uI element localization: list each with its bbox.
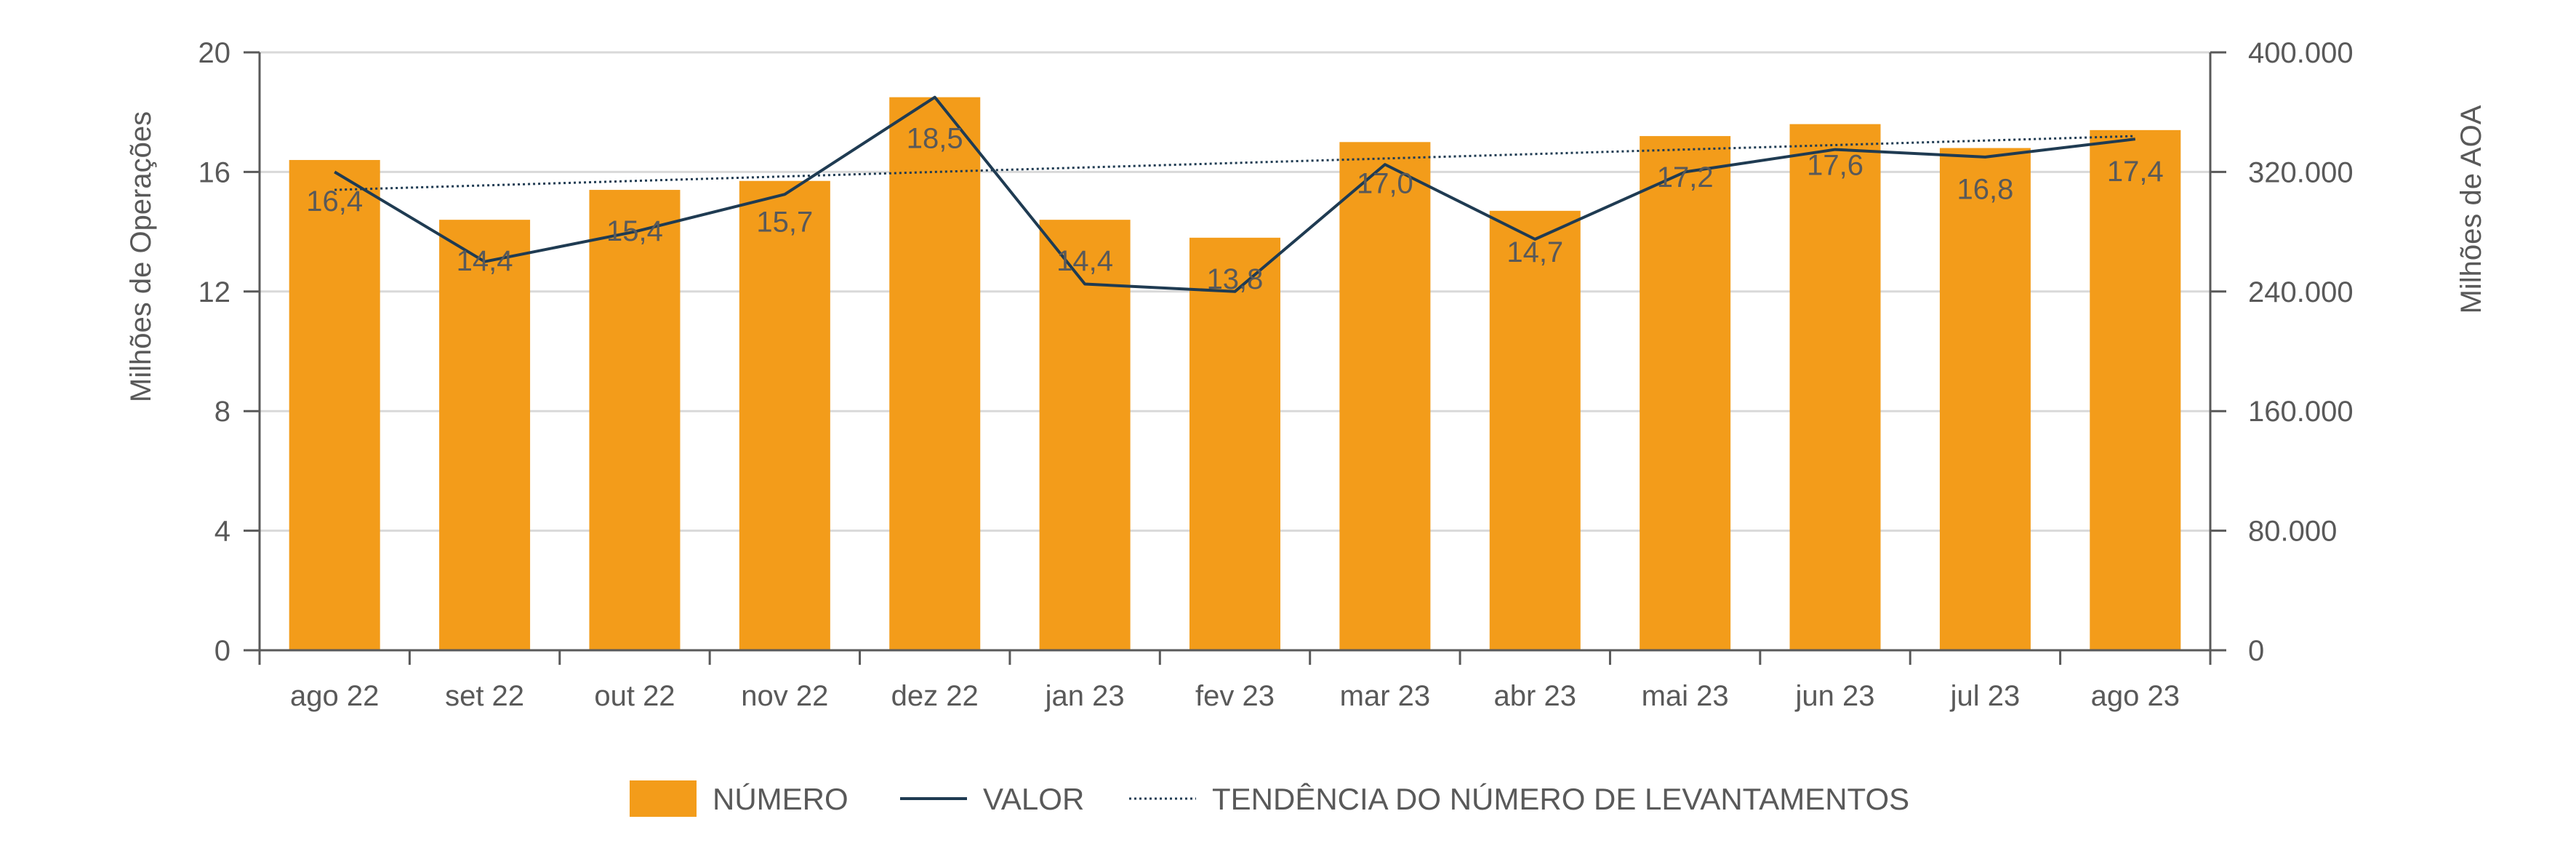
y-left-tick-label: 4 <box>214 516 230 548</box>
legend-label-tendencia: TENDÊNCIA DO NÚMERO DE LEVANTAMENTOS <box>1212 782 1909 816</box>
data-label: 17,0 <box>1357 167 1413 199</box>
bar <box>889 97 981 650</box>
data-label: 17,4 <box>2107 156 2164 188</box>
y-left-axis-title: Milhões de Operações <box>125 111 157 402</box>
bar <box>739 180 830 651</box>
axes: 0 4 8 12 16 20 0 80.000 160.000 240.000 320.000 400… <box>125 37 2487 712</box>
y-right-tick-label: 320.000 <box>2248 156 2354 188</box>
bar <box>1640 136 1731 650</box>
bar <box>1339 142 1431 651</box>
y-right-axis-title: Milhões de AOA <box>2455 105 2487 313</box>
bar <box>1939 148 2031 650</box>
y-left-tick-label: 8 <box>214 396 230 428</box>
data-label: 15,4 <box>606 215 663 247</box>
line-series <box>334 95 2136 293</box>
x-tick-label: out 22 <box>594 680 675 712</box>
y-right-tick-label: 400.000 <box>2248 37 2354 69</box>
bar <box>589 190 681 650</box>
bar <box>1039 220 1131 650</box>
x-tick-label: jun 23 <box>1795 680 1875 712</box>
x-tick-label: abr 23 <box>1494 680 1576 712</box>
bar <box>439 220 531 650</box>
data-label: 13,8 <box>1207 263 1264 295</box>
x-tick-label: mar 23 <box>1340 680 1431 712</box>
data-label: 14,7 <box>1506 236 1563 268</box>
data-label: 17,2 <box>1657 161 1714 193</box>
x-tick-label: ago 23 <box>2091 680 2180 712</box>
data-label: 16,8 <box>1957 174 2013 206</box>
data-label: 14,4 <box>1056 245 1113 277</box>
data-label: 16,4 <box>306 185 363 217</box>
y-left-tick-label: 16 <box>198 156 231 188</box>
bar-series <box>289 97 2181 651</box>
legend-swatch-numero <box>630 780 697 817</box>
x-tick-label: ago 22 <box>290 680 379 712</box>
y-right-tick-label: 0 <box>2248 635 2264 667</box>
bar <box>1489 210 1581 651</box>
data-label: 17,6 <box>1807 150 1863 182</box>
y-left-tick-label: 20 <box>198 37 231 69</box>
x-tick-label: set 22 <box>445 680 524 712</box>
data-label: 14,4 <box>457 245 513 277</box>
x-tick-label: mai 23 <box>1642 680 1729 712</box>
y-left-tick-label: 12 <box>198 276 231 308</box>
legend: NÚMERO VALOR TENDÊNCIA DO NÚMERO DE LEVANT… <box>630 780 1909 817</box>
y-left-tick-label: 0 <box>214 635 230 667</box>
bar <box>1189 237 1280 650</box>
bar <box>289 159 380 650</box>
bar <box>1789 124 1881 650</box>
x-tick-label: nov 22 <box>741 680 828 712</box>
legend-label-numero: NÚMERO <box>713 782 848 816</box>
y-right-tick-label: 80.000 <box>2248 516 2337 548</box>
bar <box>2090 129 2181 651</box>
x-tick-label: jul 23 <box>1950 680 2021 712</box>
data-label: 18,5 <box>907 123 963 155</box>
legend-label-valor: VALOR <box>983 782 1084 816</box>
y-right-tick-label: 240.000 <box>2248 276 2354 308</box>
x-tick-label: fev 23 <box>1195 680 1275 712</box>
x-tick-label: dez 22 <box>891 680 979 712</box>
data-labels: 16,4 14,4 15,4 15,7 18,5 14,4 13,8 17,0 14,7 17,2… <box>306 123 2163 295</box>
x-tick-label: jan 23 <box>1045 680 1125 712</box>
value-line <box>334 95 2136 293</box>
y-right-tick-label: 160.000 <box>2248 396 2354 428</box>
data-label: 15,7 <box>756 207 813 239</box>
